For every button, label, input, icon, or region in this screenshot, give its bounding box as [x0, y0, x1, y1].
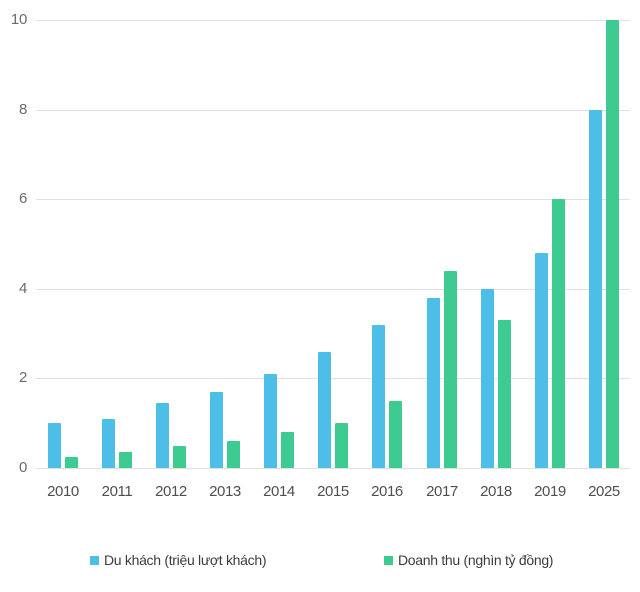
bar-series0-2018: [481, 289, 494, 468]
bar-series0-2014: [264, 374, 277, 468]
x-axis-label-2016: 2016: [371, 483, 403, 500]
gridline-y-8: [36, 110, 630, 111]
gridline-y-4: [36, 289, 630, 290]
y-axis-label-4: 4: [18, 280, 27, 297]
x-axis-label-2017: 2017: [426, 483, 458, 500]
bar-series1-2018: [498, 320, 511, 468]
x-axis-label-2014: 2014: [263, 483, 295, 500]
gridline-y-6: [36, 199, 630, 200]
bar-series0-2013: [210, 392, 223, 468]
bar-series1-2017: [444, 271, 457, 468]
legend-item-du-khach: Du khách (triệu lượt khách): [90, 551, 266, 569]
gridline-y-0: [36, 468, 630, 469]
bar-series1-2011: [119, 452, 132, 468]
x-axis-label-2010: 2010: [47, 483, 79, 500]
legend-swatch-doanh-thu-icon: [384, 555, 393, 565]
y-axis-label-0: 0: [18, 459, 27, 476]
x-axis-label-2025: 2025: [588, 483, 620, 500]
y-axis-label-6: 6: [18, 190, 27, 207]
x-axis-label-2015: 2015: [317, 483, 349, 500]
bar-series0-2010: [48, 423, 61, 468]
y-axis-label-8: 8: [18, 101, 27, 118]
legend-label-doanh-thu: Doanh thu (nghìn tỷ đồng): [398, 552, 554, 568]
bar-series0-2015: [318, 352, 331, 468]
bar-series1-2016: [389, 401, 402, 468]
x-axis-label-2019: 2019: [534, 483, 566, 500]
bar-series1-2015: [335, 423, 348, 468]
y-axis-label-2: 2: [18, 369, 27, 386]
bar-series0-2012: [156, 403, 169, 468]
bar-series0-2019: [535, 253, 548, 468]
legend-label-du-khach: Du khách (triệu lượt khách): [104, 552, 267, 568]
gridline-y-10: [36, 20, 630, 21]
bar-series1-2012: [173, 446, 186, 468]
bar-series1-2025: [606, 20, 619, 468]
legend-swatch-du-khach-icon: [90, 555, 99, 565]
bar-series0-2025: [589, 110, 602, 468]
bar-series0-2011: [102, 419, 115, 468]
legend-item-doanh-thu: Doanh thu (nghìn tỷ đồng): [384, 551, 553, 569]
x-axis-label-2018: 2018: [480, 483, 512, 500]
legend: Du khách (triệu lượt khách) Doanh thu (n…: [0, 551, 640, 573]
bar-series0-2017: [427, 298, 440, 468]
x-axis-label-2012: 2012: [155, 483, 187, 500]
x-axis-label-2011: 2011: [101, 483, 133, 500]
bar-series1-2014: [281, 432, 294, 468]
gridline-y-2: [36, 378, 630, 379]
bar-series1-2019: [552, 199, 565, 468]
bar-series0-2016: [372, 325, 385, 468]
y-axis-label-10: 10: [10, 11, 27, 28]
plot-area: 0 2 4 6 8 10 2010 2011 2012 2013 2014 2015 2016 2017 2…: [10, 11, 630, 500]
x-axis-label-2013: 2013: [209, 483, 241, 500]
bar-series1-2013: [227, 441, 240, 468]
bar-series1-2010: [65, 457, 78, 468]
